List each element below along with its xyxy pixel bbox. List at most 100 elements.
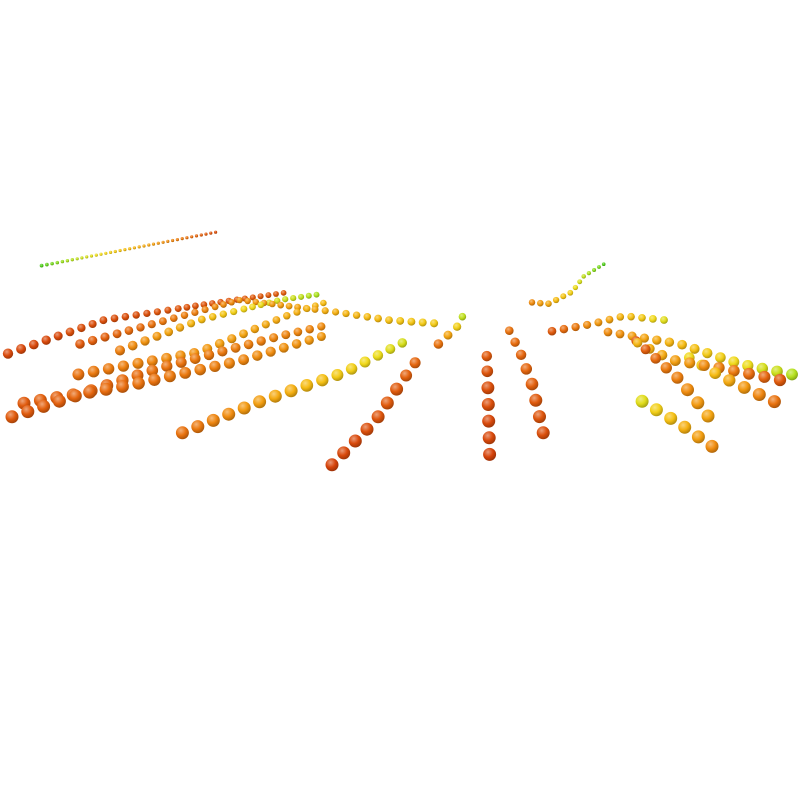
sphere-point xyxy=(117,360,130,372)
sphere-point xyxy=(244,297,251,305)
sphere-point xyxy=(16,344,27,354)
sphere-point xyxy=(533,410,546,424)
sphere-point xyxy=(691,396,705,410)
sphere-point xyxy=(109,250,113,254)
sphere-point xyxy=(136,323,145,332)
sphere-point xyxy=(143,309,151,318)
sphere-point xyxy=(252,298,260,306)
sphere-point xyxy=(337,446,351,460)
sphere-point xyxy=(99,252,103,256)
sphere-point xyxy=(146,364,159,377)
sphere-point xyxy=(481,350,493,362)
sphere-point xyxy=(390,382,404,396)
sphere-point xyxy=(147,243,151,247)
sphere-point xyxy=(715,352,726,363)
sphere-point xyxy=(39,263,44,268)
sphere-point xyxy=(75,257,79,261)
sphere-point xyxy=(752,388,766,401)
sphere-point xyxy=(313,291,320,298)
sphere-point xyxy=(85,255,89,259)
sphere-point xyxy=(640,344,651,355)
sphere-point xyxy=(605,315,614,324)
sphere-point xyxy=(100,332,110,342)
sphere-point xyxy=(65,327,75,337)
sphere-point xyxy=(75,339,85,349)
sphere-point xyxy=(409,357,421,369)
sphere-point xyxy=(2,348,14,359)
sphere-point xyxy=(767,395,781,409)
sphere-point xyxy=(171,238,175,243)
sphere-point xyxy=(458,312,467,321)
sphere-point xyxy=(175,426,189,440)
sphere-point xyxy=(140,336,150,346)
sphere-point xyxy=(482,431,496,445)
sphere-point xyxy=(110,314,119,323)
sphere-point xyxy=(660,362,672,374)
sphere-point xyxy=(72,368,85,381)
sphere-point xyxy=(443,330,453,340)
sphere-point xyxy=(65,259,70,263)
sphere-point xyxy=(257,293,264,300)
sphere-point xyxy=(678,420,692,434)
sphere-point xyxy=(483,447,497,461)
sphere-point xyxy=(222,407,236,421)
sphere-point xyxy=(505,326,514,336)
sphere-point xyxy=(537,299,544,307)
sphere-point xyxy=(89,254,94,258)
sphere-point xyxy=(94,253,98,257)
sphere-point xyxy=(304,335,314,345)
sphere-point xyxy=(671,371,684,384)
sphere-point xyxy=(185,236,189,240)
sphere-point xyxy=(723,374,736,387)
sphere-point xyxy=(60,259,65,264)
sphere-point xyxy=(37,399,51,413)
sphere-point xyxy=(50,261,54,266)
sphere-point xyxy=(567,289,574,296)
sphere-point xyxy=(180,311,189,320)
sphere-point xyxy=(342,309,350,318)
sphere-point xyxy=(371,410,385,424)
sphere-point xyxy=(53,331,63,341)
sphere-point xyxy=(577,279,583,285)
sphere-point xyxy=(175,323,185,332)
sphere-point xyxy=(385,316,393,324)
sphere-point xyxy=(163,370,176,383)
sphere-point xyxy=(249,294,256,301)
sphere-point xyxy=(104,251,108,255)
sphere-point xyxy=(273,291,279,297)
sphere-point xyxy=(280,290,287,296)
sphere-point xyxy=(214,230,218,234)
sphere-point xyxy=(627,312,635,321)
sphere-point xyxy=(552,296,560,304)
sphere-point xyxy=(250,324,260,334)
sphere-point xyxy=(701,409,715,423)
sphere-point xyxy=(68,389,82,403)
sphere-point xyxy=(197,315,206,324)
sphere-point xyxy=(400,369,413,382)
sphere-point xyxy=(201,306,209,314)
sphere-point xyxy=(192,302,199,310)
sphere-point xyxy=(528,299,536,306)
sphere-point xyxy=(283,312,291,320)
sphere-point xyxy=(433,339,444,349)
sphere-point xyxy=(249,303,256,311)
sphere-point xyxy=(269,300,276,308)
sphere-point xyxy=(21,405,35,419)
sphere-point xyxy=(114,345,126,356)
sphere-point xyxy=(175,356,187,368)
sphere-point xyxy=(728,356,740,368)
sphere-point xyxy=(116,380,129,393)
sphere-point xyxy=(77,323,86,333)
sphere-point xyxy=(689,343,700,354)
sphere-point xyxy=(305,324,314,334)
sphere-point xyxy=(529,393,543,407)
sphere-point xyxy=(189,353,201,364)
sphere-point xyxy=(132,377,145,390)
sphere-point xyxy=(121,312,130,321)
sphere-point xyxy=(161,240,165,244)
sphere-point xyxy=(190,235,194,239)
sphere-point xyxy=(214,338,225,349)
sphere-point xyxy=(45,262,49,267)
sphere-point xyxy=(545,300,552,307)
sphere-point xyxy=(41,335,51,345)
